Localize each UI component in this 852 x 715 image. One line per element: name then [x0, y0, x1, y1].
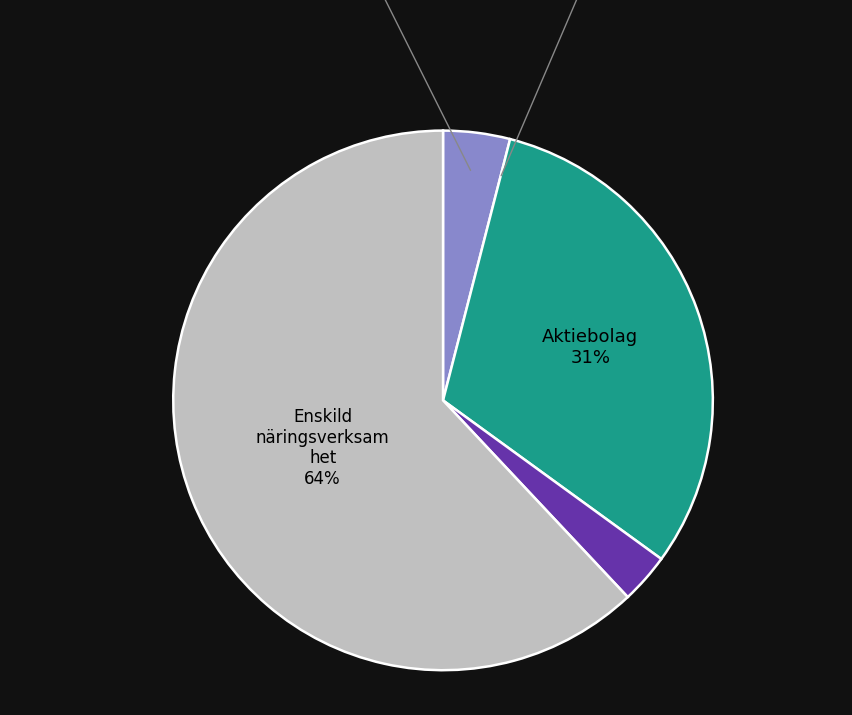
Text: Aktiebolag
31%: Aktiebolag 31% [542, 328, 638, 367]
Wedge shape [173, 131, 628, 670]
Wedge shape [443, 131, 510, 400]
Wedge shape [443, 139, 713, 559]
Text: Enskild
näringsverksam
het
64%: Enskild näringsverksam het 64% [256, 408, 389, 488]
Wedge shape [443, 400, 661, 597]
